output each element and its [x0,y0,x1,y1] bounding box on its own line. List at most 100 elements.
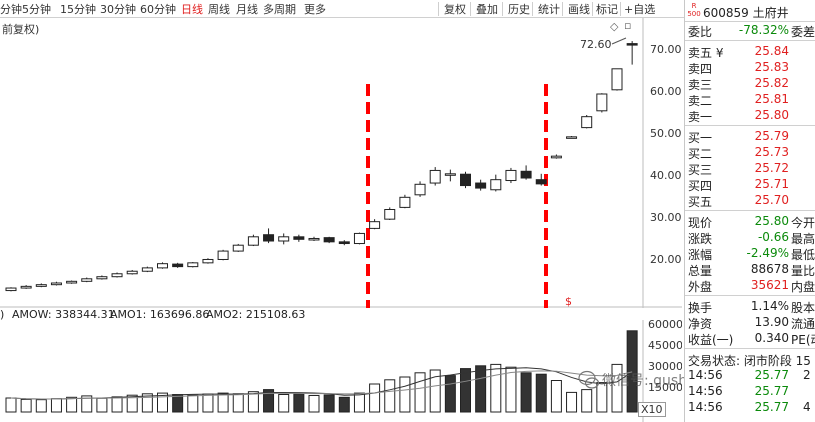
candle-body [126,270,138,275]
candle [172,262,184,268]
adjust-button[interactable]: 复权 [444,3,466,16]
candle [217,249,229,261]
price-tick-50: 50.00 [650,127,682,140]
candle-body [111,273,123,278]
candle-body [611,68,623,91]
tick-time: 14:56 [688,400,723,414]
diamond-icon[interactable]: ◇ [610,20,619,33]
bid-row: 买一 25.79 [685,128,815,145]
candle [263,228,275,244]
candle [247,234,259,247]
ask-label: 卖一 [688,110,713,124]
candle-body [369,221,381,229]
vol-tick-15000: 15000 [648,381,682,394]
candle-body [596,93,608,112]
volume-bar [414,372,426,413]
volume-bar [581,389,593,413]
stat-label: 外盘 [688,280,713,294]
candle [141,266,153,273]
volume-bar-group [5,330,638,413]
volume-bar [172,394,184,413]
tick-price: 25.77 [754,368,789,382]
overlay-button[interactable]: 叠加 [476,3,498,16]
candle [157,262,168,269]
volume-bar [444,375,456,413]
add-watchlist-button[interactable]: +自选 [624,3,656,16]
tick-price: 25.77 [754,384,789,398]
candle [111,272,123,278]
stat-label-2: 内盘 [791,280,815,294]
period-multi[interactable]: 多周期 [263,3,296,16]
price-tick-70: 70.00 [650,43,682,56]
period-toolbar: 分钟 5分钟 15分钟 30分钟 60分钟 日线 周线 月线 多周期 更多 复权… [0,0,815,18]
volume-bar [5,397,17,413]
weibi-row: 委比 -78.32% 委差 [685,22,815,39]
ask-label: 卖五 ¥ [688,46,724,60]
weicha-label: 委差 [791,25,815,39]
extra-label: 换手 [688,301,713,315]
ask-row: 卖二 25.81 [685,91,815,108]
draw-line-button[interactable]: 画线 [568,3,590,16]
candle [581,115,593,129]
period-30min[interactable]: 30分钟 [100,3,136,16]
maximize-icon[interactable]: ▫ [624,19,632,32]
candle [353,232,365,245]
candle-body [505,169,517,182]
bid-row: 买四 25.71 [685,176,815,193]
multiplier-badge[interactable]: X10 [638,402,666,417]
candle [81,277,93,283]
volume-bar [490,363,502,413]
period-weekly[interactable]: 周线 [208,3,230,16]
vol-tick-45000: 45000 [648,339,682,352]
volume-bar [126,394,138,413]
bid-price: 25.71 [754,177,789,191]
candle-body [414,183,426,196]
volume-bar [384,379,396,413]
trade-status: 交易状态: 闭市阶段 15 [688,354,811,368]
candle [520,165,532,180]
period-15min[interactable]: 15分钟 [60,3,96,16]
volume-bar [20,398,32,413]
volume-bar [35,399,47,413]
statistics-button[interactable]: 统计 [538,3,560,16]
volume-bar [460,368,471,413]
extra-value: 13.90 [754,315,789,329]
candle [293,234,305,242]
extra-row: 换手 1.14% 股本 [685,298,815,315]
trade-status-row: 交易状态: 闭市阶段 15 [685,351,815,368]
stat-label: 涨幅 [688,248,713,262]
vol-tick-60000: 60000 [648,320,682,331]
period-monthly[interactable]: 月线 [236,3,258,16]
volume-bar [263,389,275,413]
mark-button[interactable]: 标记 [596,3,618,16]
period-60min[interactable]: 60分钟 [140,3,176,16]
indicator-amo1: AMO1: 163696.86 [110,308,210,321]
adjust-mode-label: 前复权) [2,23,40,36]
vol-tick-30000: 30000 [648,360,682,373]
indicator-amow: AMOW: 338344.31 [12,308,115,321]
candle-body [338,241,350,245]
stat-label-2: 最高 [791,232,815,246]
weibi-label: 委比 [688,25,713,39]
period-1min[interactable]: 分钟 [0,3,22,16]
weibi-value: -78.32% [738,23,789,37]
divider [685,210,815,211]
ask-row: 卖三 25.82 [685,75,815,92]
candle [323,236,335,244]
period-more[interactable]: 更多 [304,3,326,16]
candle-body [460,173,471,187]
candle-body [232,244,244,252]
candle [308,236,320,241]
candle [460,171,471,189]
stat-label-2: 最低 [791,248,815,262]
ask-price: 25.82 [754,76,789,90]
toolbar-divider [502,2,503,16]
period-daily[interactable]: 日线 [181,3,203,16]
volume-bar [550,380,562,413]
volume-chart: 60000 45000 30000 15000 [5,320,682,422]
volume-bar [308,394,320,413]
history-button[interactable]: 历史 [508,3,530,16]
volume-bar [66,396,78,413]
period-5min[interactable]: 5分钟 [22,3,51,16]
stat-row: 涨幅 -2.49% 最低 [685,245,815,262]
